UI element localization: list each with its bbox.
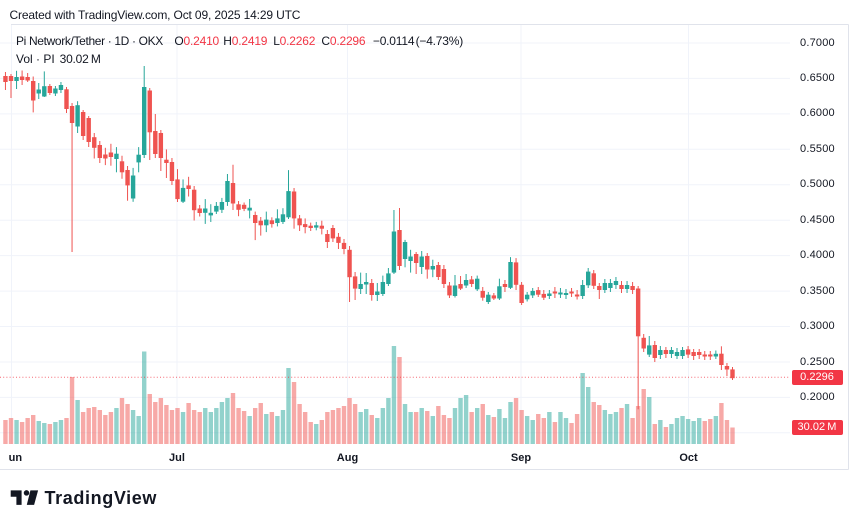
svg-text:TradingView: TradingView bbox=[45, 488, 158, 508]
